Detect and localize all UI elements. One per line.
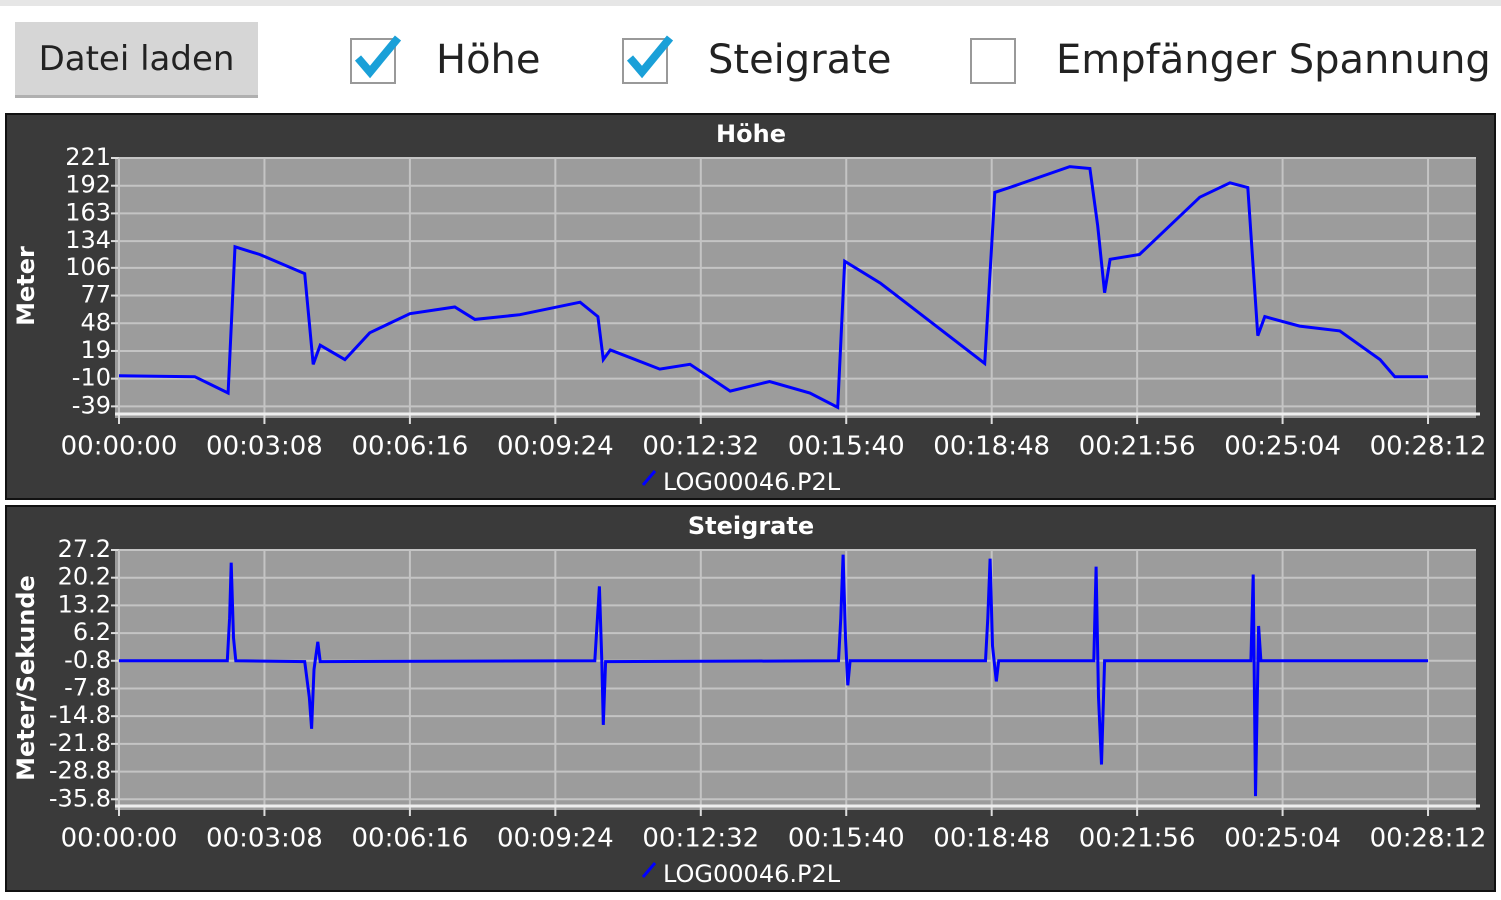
x-tick-label: 00:21:56 [1079,432,1196,462]
y-tick-label: -0.8 [64,646,111,674]
x-tick-label: 00:09:24 [497,432,614,462]
x-tick-label: 00:18:48 [933,432,1050,462]
x-tick-label: 00:06:16 [352,432,469,462]
y-tick-label: 163 [65,198,111,226]
y-tick-label: 13.2 [58,590,111,618]
legend-label: LOG00046.P2L [663,468,841,496]
x-tick-label: 00:18:48 [933,824,1050,854]
x-tick-label: 00:21:56 [1079,824,1196,854]
checkbox-label: Höhe [436,37,541,83]
checkbox-label: Empfänger Spannung [1056,37,1491,83]
checkbox[interactable]: Empfänger Spannung [968,30,1491,90]
data-line [118,165,1428,410]
y-tick-label: -39 [72,391,111,419]
checkbox-box [970,38,1016,84]
y-tick-label: 106 [65,253,111,281]
checkbox[interactable]: Steigrate [620,30,891,90]
y-axis-label: Meter [12,246,40,326]
x-tick-label: 00:25:04 [1224,824,1341,854]
y-tick-label: -10 [72,364,111,392]
x-tick-label: 00:25:04 [1224,432,1341,462]
load-file-button[interactable]: Datei laden [15,22,258,98]
y-tick-label: -21.8 [49,729,111,757]
y-tick-label: 27.2 [58,535,111,563]
check-mark [354,35,402,79]
status-strip [0,0,1501,6]
chart-title: Höhe [716,120,786,148]
x-tick-label: 00:00:00 [61,432,178,462]
plot-area [115,550,1476,810]
checkbox-box [350,35,402,84]
y-tick-label: 221 [65,143,111,171]
y-tick-label: -28.8 [49,757,111,785]
y-tick-label: 192 [65,171,111,199]
box [970,38,1016,84]
x-tick-label: 00:03:08 [206,824,323,854]
y-tick-label: 6.2 [73,618,111,646]
y-tick-label: 134 [65,226,111,254]
x-tick-label: 00:15:40 [788,824,905,854]
y-tick-label: 48 [80,308,111,336]
legend-label: LOG00046.P2L [663,860,841,888]
checkbox[interactable]: Höhe [348,30,541,90]
y-tick-label: 19 [80,336,111,364]
y-tick-label: -35.8 [49,784,111,812]
x-tick-label: 00:06:16 [352,824,469,854]
legend-swatch [641,862,657,878]
y-tick-label: 77 [80,281,111,309]
data-line [119,554,1428,797]
y-tick-label: -7.8 [64,673,111,701]
legend-swatch [641,470,657,486]
chart-panel: Steigrate Meter/Sekunde 27.220.213.26.2-0.… [5,505,1496,892]
x-tick-label: 00:00:00 [61,824,178,854]
y-tick-label: -14.8 [49,701,111,729]
check-mark [626,35,674,79]
x-tick-label: 00:03:08 [206,432,323,462]
x-tick-label: 00:28:12 [1370,432,1487,462]
x-tick-label: 00:09:24 [497,824,614,854]
x-tick-label: 00:28:12 [1370,824,1487,854]
chart-title: Steigrate [688,512,814,540]
x-tick-label: 00:15:40 [788,432,905,462]
checkbox-box [622,35,674,84]
x-tick-label: 00:12:32 [642,824,759,854]
y-tick-label: 20.2 [58,563,111,591]
y-axis-label: Meter/Sekunde [12,575,40,781]
x-tick-label: 00:12:32 [642,432,759,462]
checkbox-label: Steigrate [708,37,892,83]
